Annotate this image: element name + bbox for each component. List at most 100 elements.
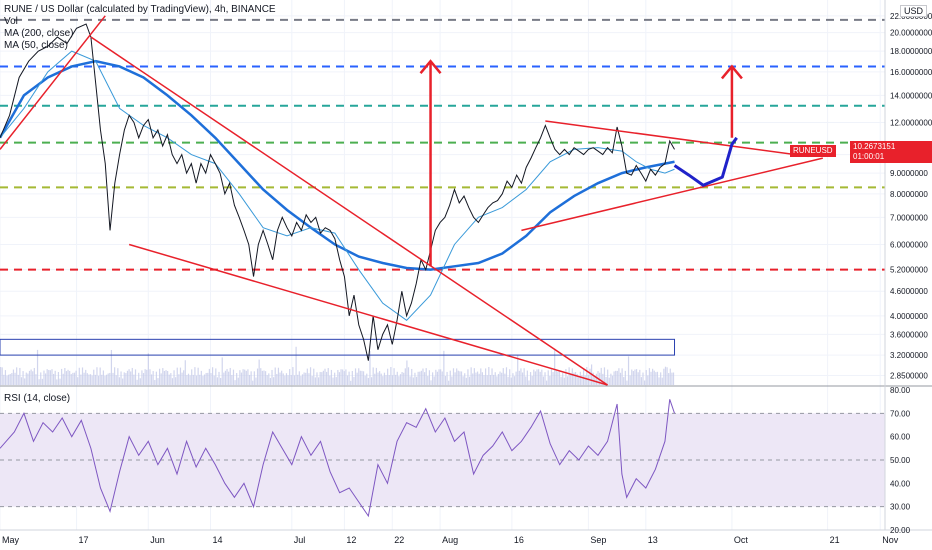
volume-bar [407, 367, 410, 385]
volume-bar [451, 376, 453, 385]
volume-bar [409, 376, 411, 385]
volume-bar [510, 377, 512, 385]
time-tick-label-0: May [2, 535, 20, 545]
volume-bar [165, 370, 167, 385]
volume-bar [554, 348, 556, 385]
volume-bar [375, 367, 378, 385]
volume-bar [99, 367, 101, 385]
volume-bar [338, 372, 341, 385]
price-pane-bg [0, 0, 885, 385]
price-tag-price: 10.2673151 [853, 142, 896, 151]
volume-bar [350, 380, 352, 385]
volume-bar [20, 377, 23, 385]
volume-bar [345, 369, 347, 385]
volume-bar [480, 368, 482, 385]
volume-bar [380, 373, 382, 385]
volume-bar [77, 377, 79, 385]
volume-bar [149, 369, 151, 385]
volume-bar [664, 366, 667, 385]
volume-bar [282, 373, 284, 385]
volume-bar [555, 370, 557, 385]
volume-bar [126, 370, 129, 385]
projection-polyline [673, 136, 738, 187]
volume-bar [658, 377, 660, 385]
volume-bar [245, 370, 247, 385]
price-tick-label-1: 20.0000000 [890, 29, 932, 38]
volume-bar [672, 372, 675, 385]
volume-bar [616, 370, 618, 385]
volume-bar [178, 374, 180, 385]
volume-bar [538, 369, 540, 385]
trendline-4 [521, 157, 823, 232]
rsi-legend: RSI (14, close) [4, 393, 71, 404]
volume-bar [1, 367, 3, 385]
volume-bar [379, 371, 381, 385]
currency-badge[interactable]: USD [900, 5, 928, 17]
price-tick-label-13: 4.0000000 [890, 312, 928, 321]
volume-bar [256, 368, 259, 385]
chart-title: RUNE / US Dollar (calculated by TradingV… [4, 4, 276, 15]
volume-bar [61, 368, 63, 385]
volume-bar [589, 368, 591, 385]
volume-bar [626, 380, 628, 385]
volume-bar [542, 376, 545, 385]
volume-bar [97, 375, 100, 385]
volume-bar [158, 368, 161, 385]
volume-bar [655, 372, 657, 385]
volume-bar [197, 367, 199, 385]
volume-bar [96, 367, 98, 385]
volume-bar [277, 367, 280, 385]
volume-bar [518, 370, 520, 385]
volume-bar [237, 377, 239, 385]
rsi-pane [0, 385, 932, 518]
volume-bar [623, 377, 625, 385]
volume-bar [85, 369, 87, 385]
volume-bar [563, 377, 565, 385]
volume-bar [264, 371, 267, 385]
volume-bar [189, 375, 191, 385]
time-tick-label-12: 21 [830, 535, 840, 545]
volume-bar [652, 368, 654, 385]
volume-bar [520, 368, 522, 385]
volume-bar [181, 372, 183, 385]
volume-bar [411, 368, 413, 385]
volume-bar [473, 368, 475, 385]
volume-bar [24, 378, 26, 385]
volume-bar [242, 369, 244, 385]
volume-bar [374, 373, 376, 385]
volume-bar [36, 349, 39, 385]
volume-bar [444, 376, 447, 385]
volume-bar [11, 373, 13, 385]
volume-bar [131, 367, 133, 385]
volume-bar [462, 376, 464, 385]
volume-bar [268, 373, 270, 385]
volume-bar [139, 378, 141, 385]
volume-bar [605, 377, 607, 385]
volume-bar [125, 373, 127, 385]
volume-bar [621, 368, 623, 385]
volume-bar [488, 367, 490, 385]
volume-bar [86, 373, 88, 385]
volume-bar [428, 370, 430, 385]
price-tick-label-5: 12.0000000 [890, 118, 932, 127]
volume-bar [432, 372, 434, 385]
volume-bar [117, 368, 119, 385]
volume-bar [528, 380, 530, 385]
volume-bar [203, 374, 206, 385]
volume-bar [342, 369, 344, 385]
volume-bar [491, 368, 493, 385]
volume-bar [351, 370, 353, 385]
volume-bar [144, 369, 146, 385]
volume-bar [346, 375, 349, 385]
volume-bar [420, 370, 422, 385]
price-tag-symbol: RUNEUSD [790, 145, 836, 157]
volume-bar [208, 368, 210, 385]
volume-bar [112, 372, 114, 385]
rsi-tick-label-3: 50.00 [890, 456, 911, 465]
volume-bar [168, 374, 170, 385]
volume-bar [504, 373, 506, 385]
volume-bar [430, 380, 432, 385]
volume-bar [412, 377, 414, 385]
price-tick-label-2: 18.0000000 [890, 47, 932, 56]
